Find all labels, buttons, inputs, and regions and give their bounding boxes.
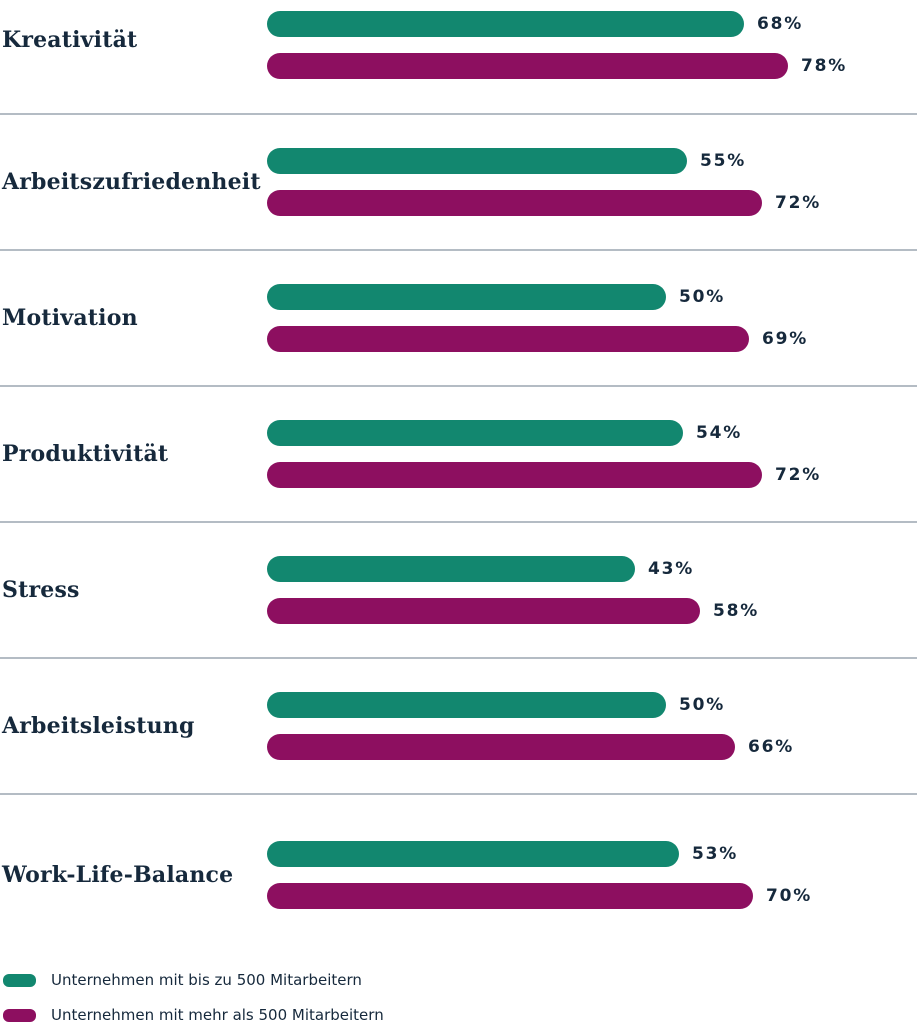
category-label: Work-Life-Balance — [2, 862, 234, 888]
category-row-kreativitaet: Kreativität 68% 78% — [0, 0, 917, 115]
bar-large-companies — [267, 734, 735, 760]
category-label: Stress — [2, 577, 80, 603]
bar-line-small-companies: 68% — [267, 11, 917, 37]
bar-small-companies — [267, 692, 666, 718]
legend-label: Unternehmen mit mehr als 500 Mitarbeiter… — [51, 1006, 384, 1024]
bar-value-label: 66% — [748, 737, 795, 757]
category-label: Produktivität — [2, 441, 169, 467]
category-label: Motivation — [2, 305, 138, 331]
category-row-work-life-balance: Work-Life-Balance 53% 70% — [0, 795, 917, 955]
bar-large-companies — [267, 462, 762, 488]
legend: Unternehmen mit bis zu 500 Mitarbeitern … — [0, 955, 917, 1024]
bar-line-large-companies: 69% — [267, 326, 917, 352]
bar-value-label: 50% — [679, 695, 726, 715]
bar-small-companies — [267, 11, 744, 37]
bar-line-small-companies: 43% — [267, 556, 917, 582]
bar-line-small-companies: 50% — [267, 284, 917, 310]
bar-value-label: 53% — [692, 844, 739, 864]
category-label: Kreativität — [2, 27, 138, 53]
bar-line-large-companies: 66% — [267, 734, 917, 760]
category-row-produktivitaet: Produktivität 54% 72% — [0, 387, 917, 523]
bar-line-small-companies: 50% — [267, 692, 917, 718]
bar-line-large-companies: 78% — [267, 53, 917, 79]
bar-group: 43% 58% — [267, 556, 917, 624]
bar-group: 68% 78% — [267, 11, 917, 79]
legend-label: Unternehmen mit bis zu 500 Mitarbeitern — [51, 971, 362, 989]
bar-line-large-companies: 58% — [267, 598, 917, 624]
bar-small-companies — [267, 420, 683, 446]
category-row-arbeitszufriedenheit: Arbeitszufriedenheit 55% 72% — [0, 115, 917, 251]
bar-large-companies — [267, 53, 788, 79]
bar-value-label: 68% — [757, 14, 804, 34]
bar-line-small-companies: 55% — [267, 148, 917, 174]
category-label: Arbeitsleistung — [2, 713, 195, 739]
category-label: Arbeitszufriedenheit — [2, 169, 261, 195]
bar-group: 50% 66% — [267, 692, 917, 760]
bar-small-companies — [267, 841, 679, 867]
bar-large-companies — [267, 326, 749, 352]
bar-line-small-companies: 53% — [267, 841, 917, 867]
bar-value-label: 54% — [696, 423, 743, 443]
bar-group: 53% 70% — [267, 841, 917, 909]
bar-line-large-companies: 70% — [267, 883, 917, 909]
legend-swatch-magenta — [3, 1008, 36, 1022]
bar-large-companies — [267, 190, 762, 216]
bar-group: 54% 72% — [267, 420, 917, 488]
bar-line-large-companies: 72% — [267, 190, 917, 216]
bar-line-large-companies: 72% — [267, 462, 917, 488]
bar-value-label: 72% — [775, 193, 822, 213]
bar-value-label: 58% — [713, 601, 760, 621]
legend-item-large-companies: Unternehmen mit mehr als 500 Mitarbeiter… — [3, 1006, 917, 1024]
bar-value-label: 55% — [700, 151, 747, 171]
bar-large-companies — [267, 598, 700, 624]
bar-group: 50% 69% — [267, 284, 917, 352]
bar-small-companies — [267, 148, 687, 174]
legend-swatch-teal — [3, 973, 36, 987]
bar-group: 55% 72% — [267, 148, 917, 216]
legend-item-small-companies: Unternehmen mit bis zu 500 Mitarbeitern — [3, 971, 917, 989]
bar-value-label: 78% — [801, 56, 848, 76]
bar-small-companies — [267, 556, 635, 582]
bar-value-label: 43% — [648, 559, 695, 579]
bar-value-label: 69% — [762, 329, 809, 349]
bar-value-label: 72% — [775, 465, 822, 485]
category-row-motivation: Motivation 50% 69% — [0, 251, 917, 387]
category-row-stress: Stress 43% 58% — [0, 523, 917, 659]
category-row-arbeitsleistung: Arbeitsleistung 50% 66% — [0, 659, 917, 795]
bar-large-companies — [267, 883, 753, 909]
bar-line-small-companies: 54% — [267, 420, 917, 446]
bar-value-label: 70% — [766, 886, 813, 906]
bar-value-label: 50% — [679, 287, 726, 307]
bar-small-companies — [267, 284, 666, 310]
